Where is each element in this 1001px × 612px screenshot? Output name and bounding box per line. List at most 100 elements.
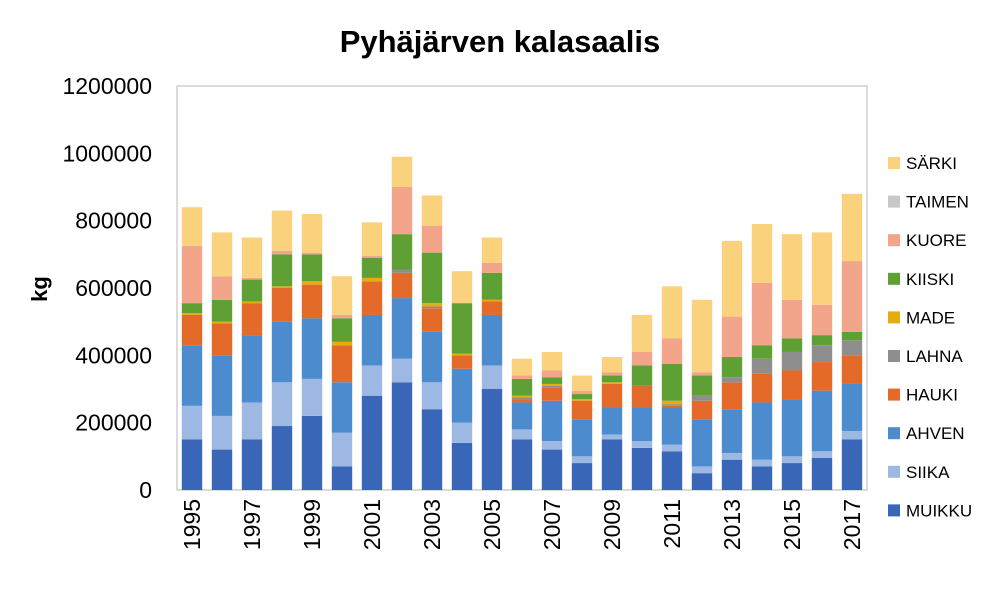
bar-segment-siika-2009: [601, 434, 623, 440]
bar-segment-muikku-2009: [601, 439, 623, 490]
bar-segment-kuore-1995: [181, 245, 203, 304]
bar-segment-ahven-2015: [781, 399, 803, 457]
bar-segment-ahven-1998: [271, 321, 293, 383]
bar-segment-kiiski-2016: [811, 335, 833, 346]
bar-segment-hauki-1998: [271, 288, 293, 322]
bar-segment-särki-2004: [451, 271, 473, 304]
bar-segment-made-2000: [331, 341, 353, 346]
bar-segment-made-2005: [481, 299, 503, 302]
y-tick-label: 800000: [75, 208, 152, 234]
bar-segment-ahven-2002: [391, 298, 413, 359]
bar-segment-särki-2013: [721, 240, 743, 317]
bar-segment-hauki-2008: [571, 400, 593, 420]
bar-segment-made-1999: [301, 281, 323, 285]
bar-segment-made-2006: [511, 395, 533, 398]
bar-segment-särki-2007: [541, 351, 563, 371]
legend-label-taimen: TAIMEN: [906, 193, 969, 212]
bar-segment-kuore-2016: [811, 304, 833, 336]
bar-segment-hauki-2013: [721, 382, 743, 410]
legend-swatch-kuore: [888, 234, 900, 247]
bar-segment-siika-2011: [661, 444, 683, 452]
bar-segment-kuore-1999: [301, 252, 323, 255]
bar-segment-siika-1999: [301, 378, 323, 416]
bar-segment-hauki-2012: [691, 400, 713, 420]
bar-segment-muikku-2001: [361, 395, 383, 490]
bar-segment-lahna-2007: [541, 385, 563, 388]
bar-segment-hauki-2016: [811, 362, 833, 391]
bar-segment-hauki-1995: [181, 314, 203, 346]
bar-segment-made-2008: [571, 399, 593, 401]
bar-segment-lahna-2017: [841, 340, 863, 356]
bar-segment-hauki-2010: [631, 385, 653, 408]
bar-segment-siika-2016: [811, 451, 833, 459]
bar-segment-ahven-2003: [421, 331, 443, 383]
legend-label-särki: SÄRKI: [906, 154, 957, 173]
legend-swatch-made: [888, 311, 900, 324]
bar-segment-kuore-1997: [241, 277, 263, 280]
bar-segment-kuore-2012: [691, 372, 713, 376]
x-tick-label: 2003: [419, 499, 445, 550]
bar-segment-ahven-1996: [211, 355, 233, 416]
bar-segment-ahven-2001: [361, 314, 383, 366]
bar-segment-särki-2002: [391, 156, 413, 187]
bar-segment-siika-2012: [691, 466, 713, 474]
legend-label-hauki: HAUKI: [906, 386, 958, 405]
bar-segment-kuore-2002: [391, 187, 413, 235]
bar-segment-muikku-2005: [481, 389, 503, 490]
bar-segment-kiiski-2017: [841, 331, 863, 341]
bar-segment-särki-2001: [361, 222, 383, 257]
bar-segment-kuore-2006: [511, 375, 533, 379]
bar-segment-siika-2001: [361, 365, 383, 396]
bar-segment-made-2001: [361, 277, 383, 282]
bar-segment-hauki-1999: [301, 284, 323, 319]
bar-segment-kiiski-2013: [721, 357, 743, 378]
x-tick-label: 2001: [359, 499, 385, 550]
bar-segment-särki-1996: [211, 232, 233, 277]
x-tick-label: 2015: [779, 499, 805, 550]
x-tick-label: 2007: [539, 499, 565, 550]
bar-segment-lahna-2003: [421, 306, 443, 309]
bar-segment-made-1995: [181, 313, 203, 315]
legend-swatch-hauki: [888, 388, 900, 401]
bar-segment-siika-2017: [841, 431, 863, 440]
bar-segment-kuore-2013: [721, 316, 743, 358]
bar-segment-hauki-2001: [361, 281, 383, 315]
x-tick-label: 2013: [719, 499, 745, 550]
bar-segment-lahna-2015: [781, 351, 803, 371]
bar-segment-lahna-2016: [811, 345, 833, 363]
bar-segment-hauki-1996: [211, 323, 233, 356]
bar-segment-made-2009: [601, 382, 623, 384]
bar-segment-hauki-2015: [781, 370, 803, 400]
bar-segment-siika-2014: [751, 459, 773, 467]
legend-label-siika: SIIKA: [906, 463, 950, 482]
bar-segment-lahna-2002: [391, 269, 413, 273]
x-tick-label: 2005: [479, 499, 505, 550]
bar-segment-muikku-1998: [271, 426, 293, 490]
y-axis-ticks: 0 200000 400000 600000 800000 1000000 1200000: [62, 73, 152, 503]
legend-swatch-särki: [888, 157, 900, 169]
bar-segment-hauki-1997: [241, 303, 263, 336]
bar-segment-särki-2010: [631, 314, 653, 352]
bar-segment-made-2007: [541, 383, 563, 386]
bar-segment-kuore-2009: [601, 372, 623, 376]
bar-segment-siika-2015: [781, 456, 803, 464]
bar-segment-siika-2002: [391, 358, 413, 383]
x-tick-label: 2017: [839, 499, 865, 550]
legend-label-kuore: KUORE: [906, 231, 966, 250]
bar-segment-hauki-2003: [421, 308, 443, 332]
bar-segment-kiiski-2011: [661, 363, 683, 401]
bar-segment-siika-1997: [241, 402, 263, 440]
bar-segment-särki-2006: [511, 358, 533, 376]
bar-segment-särki-2011: [661, 286, 683, 339]
bar-segment-muikku-2015: [781, 463, 803, 490]
bar-segment-siika-2013: [721, 452, 743, 460]
bar-segment-kiiski-2008: [571, 394, 593, 400]
bar-segment-siika-2008: [571, 456, 593, 464]
bar-segment-siika-2003: [421, 382, 443, 410]
bar-segment-muikku-1995: [181, 439, 203, 490]
bar-segment-kuore-2008: [571, 390, 593, 395]
bar-segment-hauki-2007: [541, 387, 563, 401]
bar-segment-kiiski-2004: [451, 303, 473, 354]
bar-segment-kiiski-2014: [751, 345, 773, 359]
